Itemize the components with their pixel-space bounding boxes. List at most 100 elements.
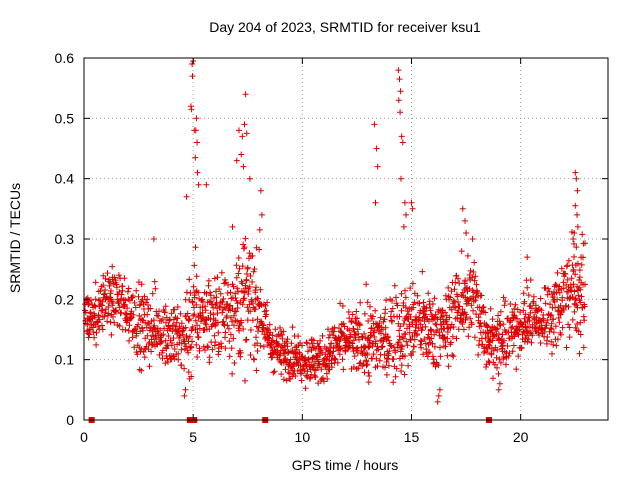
data-point [569, 316, 576, 323]
data-point [544, 317, 551, 323]
data-point [194, 322, 201, 329]
data-point [186, 315, 193, 322]
data-point [245, 288, 252, 294]
data-point [402, 294, 409, 301]
data-point [254, 316, 261, 323]
data-point [542, 300, 549, 307]
data-point [98, 307, 105, 314]
data-point [141, 293, 148, 300]
data-point [222, 345, 229, 352]
data-point [211, 275, 218, 282]
data-point [409, 205, 416, 212]
data-point [191, 262, 198, 269]
data-point [304, 348, 311, 355]
data-point [544, 291, 551, 298]
data-point [553, 282, 560, 289]
data-point [96, 316, 103, 323]
data-point [242, 235, 249, 242]
data-point [188, 373, 195, 380]
data-point [292, 373, 299, 379]
data-point [546, 288, 553, 295]
data-point [537, 340, 544, 346]
data-point [455, 275, 461, 282]
data-point [471, 277, 478, 284]
data-point [264, 325, 271, 332]
data-point [139, 327, 146, 334]
data-point [572, 202, 579, 209]
data-point [525, 292, 532, 299]
data-point [327, 349, 334, 356]
data-point [407, 285, 414, 292]
data-point [559, 297, 566, 304]
data-point [92, 279, 99, 286]
data-point [160, 331, 167, 338]
data-point [130, 311, 137, 318]
data-point [337, 345, 344, 352]
data-point [317, 337, 324, 344]
data-point [403, 211, 409, 218]
data-point [181, 340, 188, 347]
data-point [565, 321, 572, 328]
data-point [395, 67, 402, 74]
data-point [503, 361, 509, 368]
data-point [565, 257, 572, 264]
data-point [233, 274, 240, 281]
data-point [462, 277, 469, 284]
data-point [105, 304, 112, 310]
data-point [213, 294, 220, 301]
data-point [518, 344, 525, 351]
data-point [192, 154, 199, 161]
data-point [255, 295, 261, 302]
data-point [416, 300, 423, 307]
data-point [382, 364, 388, 371]
data-point [459, 321, 466, 327]
data-point [409, 280, 416, 287]
data-point [348, 318, 355, 324]
data-point [203, 181, 210, 188]
data-point [400, 223, 407, 230]
data-point [365, 369, 372, 376]
data-point [325, 334, 332, 341]
data-point [284, 336, 291, 343]
data-point [298, 377, 305, 384]
data-point [396, 313, 403, 320]
data-point [452, 304, 459, 311]
data-point [183, 193, 190, 200]
data-point [207, 298, 214, 305]
data-point [202, 347, 208, 354]
data-point [239, 133, 246, 140]
data-point [495, 386, 502, 393]
data-point [86, 326, 93, 333]
data-point [247, 273, 254, 279]
data-point [458, 248, 465, 255]
data-point [224, 313, 230, 319]
data-point [193, 301, 200, 308]
data-point [513, 366, 520, 373]
data-point [236, 127, 242, 134]
data-point [548, 338, 555, 345]
data-point [506, 350, 513, 357]
data-point [510, 342, 517, 349]
data-point [369, 313, 376, 320]
data-point [553, 342, 560, 349]
data-point [494, 346, 501, 353]
data-point [556, 319, 563, 326]
data-point [186, 276, 193, 283]
data-point [108, 287, 114, 294]
data-point [132, 304, 139, 311]
data-point [116, 323, 123, 329]
data-point [174, 304, 181, 310]
data-point [444, 329, 451, 335]
data-point [529, 332, 536, 339]
data-point [302, 385, 309, 392]
data-point [470, 307, 476, 314]
data-point [84, 321, 91, 328]
data-point [369, 343, 376, 350]
data-point [134, 351, 141, 358]
data-point [238, 319, 245, 326]
data-point [395, 339, 402, 346]
data-point [277, 358, 284, 365]
data-point [303, 339, 310, 346]
data-point [398, 362, 405, 369]
